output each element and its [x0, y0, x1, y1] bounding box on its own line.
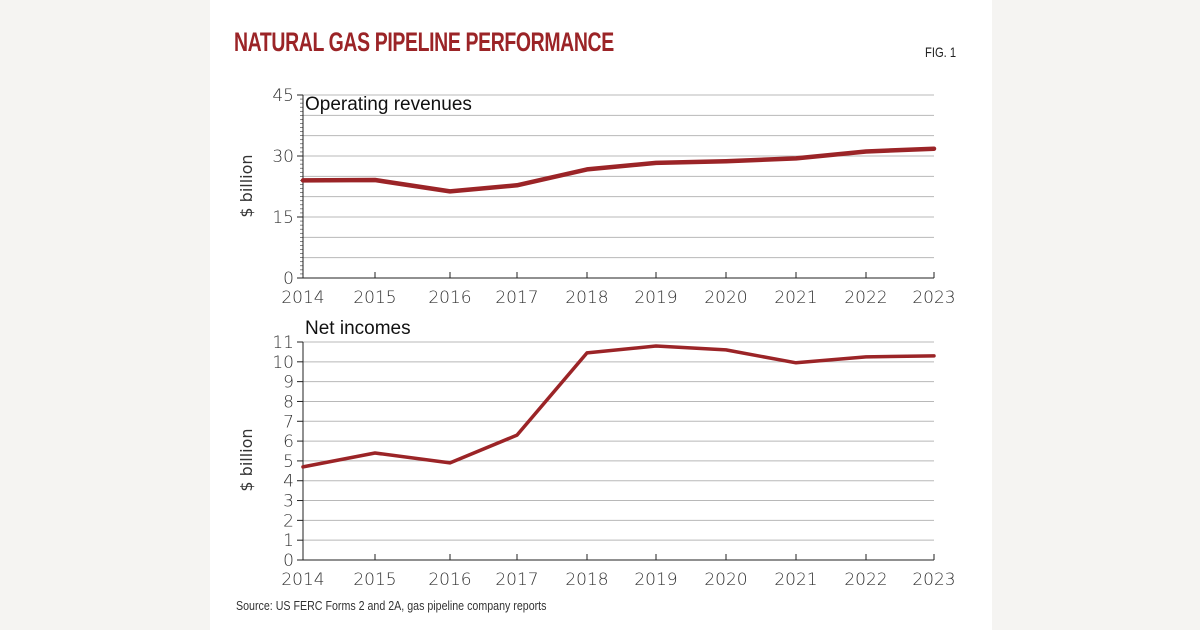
- x-tick-label: 2016: [428, 570, 471, 590]
- figure-panel: [210, 0, 992, 630]
- y-tick-label: 3: [283, 492, 294, 512]
- x-tick-label: 2019: [634, 570, 677, 590]
- y-tick-label: 6: [283, 432, 294, 452]
- figure-number: FIG. 1: [925, 44, 957, 60]
- y-tick-label: 0: [283, 551, 294, 571]
- x-tick-label: 2015: [353, 570, 396, 590]
- x-tick-label: 2018: [565, 288, 608, 308]
- y-axis-label: $ billion: [237, 154, 256, 217]
- y-tick-label: 45: [272, 86, 294, 106]
- y-tick-label: 15: [272, 208, 294, 228]
- y-tick-label: 2: [283, 511, 294, 531]
- y-tick-label: 10: [272, 353, 294, 373]
- y-tick-label: 11: [272, 333, 294, 353]
- chart-title: Net incomes: [305, 318, 411, 339]
- y-axis-label: $ billion: [237, 428, 256, 491]
- x-tick-label: 2021: [774, 288, 817, 308]
- x-tick-label: 2019: [634, 288, 677, 308]
- y-tick-label: 5: [283, 452, 294, 472]
- series-line: [300, 146, 937, 194]
- chart-title: Operating revenues: [305, 94, 472, 115]
- x-tick-label: 2023: [912, 570, 955, 590]
- x-tick-label: 2018: [565, 570, 608, 590]
- x-tick-label: 2023: [912, 288, 955, 308]
- figure-title: NATURAL GAS PIPELINE PERFORMANCE: [234, 27, 614, 57]
- y-tick-label: 30: [272, 147, 294, 167]
- y-tick-label: 8: [283, 392, 294, 412]
- x-tick-label: 2022: [844, 288, 887, 308]
- x-tick-label: 2015: [353, 288, 396, 308]
- x-tick-label: 2014: [281, 570, 324, 590]
- y-tick-label: 1: [283, 531, 294, 551]
- x-tick-label: 2014: [281, 288, 324, 308]
- x-tick-label: 2016: [428, 288, 471, 308]
- y-tick-label: 0: [283, 269, 294, 289]
- x-tick-label: 2022: [844, 570, 887, 590]
- y-tick-label: 9: [283, 373, 294, 393]
- y-tick-label: 7: [283, 412, 294, 432]
- x-tick-label: 2020: [704, 288, 747, 308]
- x-tick-label: 2020: [704, 570, 747, 590]
- x-tick-label: 2017: [495, 570, 538, 590]
- x-tick-label: 2017: [495, 288, 538, 308]
- x-tick-label: 2021: [774, 570, 817, 590]
- series-line: [301, 344, 936, 469]
- y-tick-label: 4: [283, 472, 294, 492]
- source-note: Source: US FERC Forms 2 and 2A, gas pipe…: [236, 598, 547, 613]
